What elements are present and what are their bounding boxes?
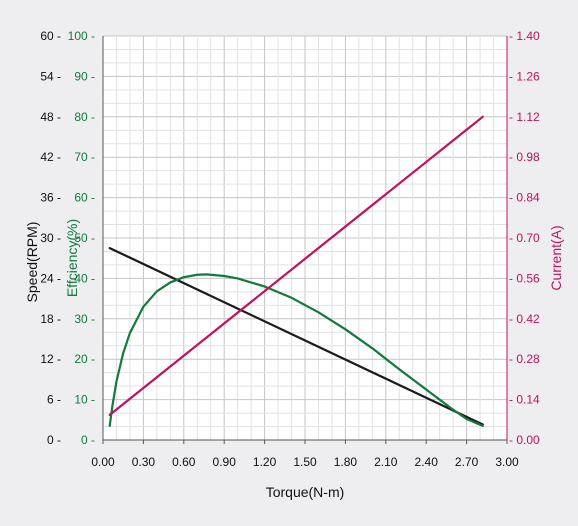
y-tick-label-efficiency: 90 - <box>74 69 95 83</box>
series-line-efficiency <box>108 273 484 427</box>
y-tick-label-speed: 24 - <box>40 271 61 285</box>
y-tick-label-speed: 42 - <box>40 150 61 164</box>
x-tick-label: 0.30 <box>132 455 156 469</box>
x-tick-label: 1.20 <box>253 455 277 469</box>
y-tick-label-current: - 1.40 <box>509 29 540 43</box>
series-line-speed <box>108 247 484 426</box>
axes <box>102 36 508 444</box>
y-tick-label-efficiency: 70 - <box>74 150 95 164</box>
y-tick-label-efficiency: 60 - <box>74 191 95 205</box>
series-line-current <box>108 115 484 416</box>
y-tick-label-efficiency: 10 - <box>74 393 95 407</box>
y-tick-label-current: - 1.26 <box>509 69 540 83</box>
x-tick-label: 2.40 <box>415 455 439 469</box>
tick-labels: 0.00 0.30 0.60 0.90 1.20 1.50 1.80 2.10 2.40 2.70… <box>40 29 540 469</box>
y-tick-label-current: - 0.70 <box>509 231 540 245</box>
y-tick-label-current: - 0.98 <box>509 150 540 164</box>
y-tick-label-efficiency: 50 - <box>74 231 95 245</box>
y-tick-label-efficiency: 30 - <box>74 312 95 326</box>
y-tick-label-efficiency: 40 - <box>74 271 95 285</box>
y-tick-label-current: - 0.28 <box>509 352 540 366</box>
y-axis-title-current: Current(A) <box>548 225 564 290</box>
y-tick-label-efficiency: 80 - <box>74 110 95 124</box>
x-tick-label: 3.00 <box>495 455 519 469</box>
y-tick-label-current: - 1.12 <box>509 110 540 124</box>
y-tick-label-speed: 6 - <box>47 393 61 407</box>
y-tick-label-efficiency: 100 - <box>68 29 95 43</box>
y-axis-title-efficiency: Effciency(%) <box>64 219 80 297</box>
x-tick-label: 2.70 <box>455 455 479 469</box>
x-tick-label: 0.60 <box>172 455 196 469</box>
x-tick-label: 1.80 <box>334 455 358 469</box>
x-tick-label: 0.90 <box>213 455 237 469</box>
y-tick-label-speed: 0 - <box>47 433 61 447</box>
series-lines <box>108 115 484 427</box>
y-tick-label-speed: 36 - <box>40 191 61 205</box>
y-tick-label-speed: 30 - <box>40 231 61 245</box>
y-tick-label-speed: 54 - <box>40 69 61 83</box>
y-tick-label-current: - 0.42 <box>509 312 540 326</box>
x-tick-label: 0.00 <box>91 455 115 469</box>
x-tick-label: 1.50 <box>293 455 317 469</box>
y-tick-label-speed: 60 - <box>40 29 61 43</box>
y-tick-label-current: - 0.56 <box>509 271 540 285</box>
y-tick-label-efficiency: 0 - <box>81 433 95 447</box>
y-tick-label-efficiency: 20 - <box>74 352 95 366</box>
y-tick-label-current: - 0.00 <box>509 433 540 447</box>
x-tick-label: 2.10 <box>374 455 398 469</box>
y-tick-label-speed: 12 - <box>40 352 61 366</box>
y-tick-label-speed: 18 - <box>40 312 61 326</box>
y-tick-label-speed: 48 - <box>40 110 61 124</box>
y-tick-label-current: - 0.14 <box>509 393 540 407</box>
x-axis-title: Torque(N-m) <box>266 484 345 500</box>
y-axis-title-speed: Speed(RPM) <box>24 222 40 303</box>
y-tick-label-current: - 0.84 <box>509 191 540 205</box>
